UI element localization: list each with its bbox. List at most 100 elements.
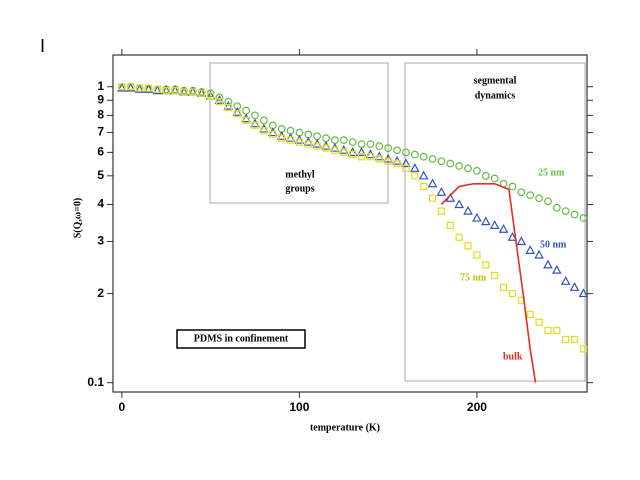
y-tick-label: 5 [97, 168, 104, 182]
point [553, 326, 561, 335]
point [286, 136, 295, 144]
point [535, 318, 543, 326]
annotation-box [176, 329, 306, 349]
annotation: dynamics [475, 90, 516, 101]
series-label: 50 nm [540, 239, 567, 250]
series-label: 75 nm [460, 272, 487, 283]
point [260, 127, 268, 135]
point [409, 163, 420, 172]
x-tick-label: 100 [289, 400, 309, 414]
point [552, 264, 562, 274]
y-tick-label: 1 [97, 79, 104, 93]
point [579, 345, 588, 353]
point [419, 152, 428, 161]
point [525, 245, 535, 254]
point [242, 106, 251, 115]
point [366, 140, 375, 148]
point [232, 106, 243, 116]
point [436, 186, 447, 196]
y-tick-label: 3 [97, 234, 104, 248]
point [125, 82, 136, 92]
point [420, 182, 428, 191]
point [446, 159, 455, 168]
point [207, 92, 215, 100]
point [543, 259, 553, 269]
point [259, 116, 268, 125]
point [215, 93, 224, 102]
point [375, 142, 384, 151]
point [491, 272, 499, 280]
point [464, 164, 472, 173]
point [259, 123, 269, 133]
point [481, 171, 490, 180]
y-axis-label: S(Q,ω=0) [72, 198, 83, 239]
point [463, 205, 473, 215]
annotation: groups [285, 183, 314, 194]
point [241, 113, 251, 123]
point [117, 82, 127, 92]
point [224, 104, 232, 112]
y-tick-label: 4 [97, 197, 104, 211]
point [251, 111, 259, 120]
point [393, 146, 401, 155]
point [180, 88, 188, 96]
annotation-box [209, 62, 389, 204]
point [401, 158, 411, 168]
y-tick-label: 9 [97, 92, 104, 106]
x-axis-label: temperature (K) [310, 422, 380, 433]
series-label: 25 nm [538, 167, 565, 178]
point [233, 110, 241, 118]
point [437, 207, 446, 215]
point [127, 83, 135, 91]
point [304, 130, 313, 139]
point [489, 220, 500, 229]
point [331, 136, 339, 145]
x-tick-label: 200 [467, 400, 487, 414]
point [143, 84, 154, 93]
point [393, 159, 401, 168]
point [517, 188, 526, 197]
point [198, 89, 206, 97]
point [171, 87, 179, 95]
point [526, 191, 535, 200]
point [427, 178, 438, 188]
point [526, 310, 534, 319]
point [482, 261, 490, 269]
point [507, 231, 518, 241]
annotation: segmental [474, 75, 517, 86]
point [339, 136, 348, 145]
point [134, 84, 145, 93]
point [357, 140, 366, 148]
point [189, 88, 197, 96]
point [498, 223, 509, 233]
point [356, 147, 367, 156]
point [384, 157, 392, 165]
point [455, 162, 464, 170]
point [313, 132, 322, 141]
point [402, 164, 410, 172]
point [455, 233, 463, 241]
point [250, 118, 260, 128]
point [499, 283, 508, 291]
point [357, 153, 366, 161]
point [570, 335, 579, 344]
point [349, 150, 357, 159]
point [322, 144, 330, 152]
point [223, 100, 234, 110]
y-tick-label: 2 [97, 286, 104, 300]
point [144, 84, 153, 92]
annotation-box [404, 62, 586, 382]
point [490, 174, 499, 183]
point [331, 146, 339, 154]
point [464, 242, 472, 250]
point [428, 194, 437, 202]
point [348, 138, 357, 146]
point [136, 84, 144, 92]
y-tick-label: 0.1 [87, 375, 104, 389]
point [304, 140, 312, 148]
point [481, 216, 491, 226]
panel-label: I [40, 36, 45, 56]
point [473, 251, 481, 259]
point [214, 95, 225, 104]
point [472, 212, 482, 222]
